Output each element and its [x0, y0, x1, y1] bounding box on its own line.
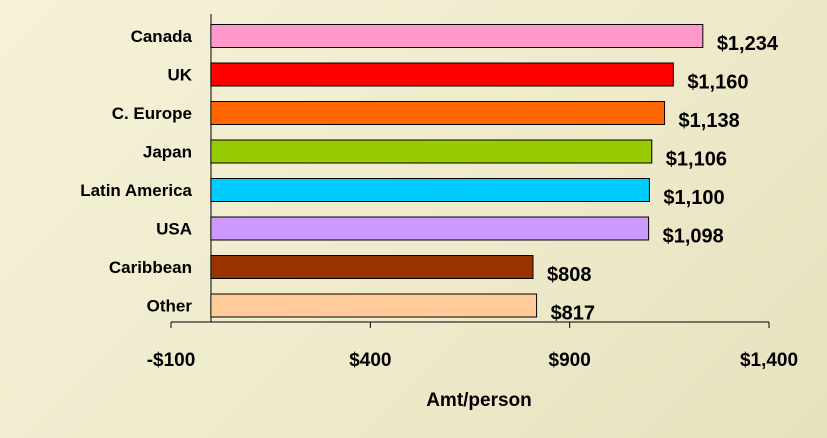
- category-label: C. Europe: [112, 104, 192, 123]
- category-label: Japan: [143, 143, 192, 162]
- bar: [210, 62, 674, 87]
- x-tick-label: $400: [349, 350, 391, 371]
- bar: [210, 178, 650, 202]
- x-axis-title: Amt/person: [426, 390, 532, 411]
- value-label: $1,100: [663, 187, 724, 209]
- category-label: UK: [167, 66, 192, 85]
- bar: [210, 101, 666, 125]
- bar: [210, 24, 704, 48]
- value-label: $1,138: [679, 110, 740, 132]
- category-label: Other: [147, 297, 193, 316]
- category-label: Latin America: [80, 181, 192, 200]
- axis-layer: [170, 14, 770, 328]
- x-tick-label: $900: [549, 350, 591, 371]
- bar: [210, 216, 650, 241]
- value-label: $817: [551, 303, 596, 325]
- bar: [210, 293, 538, 318]
- category-label: Caribbean: [109, 258, 192, 277]
- value-label: $1,160: [687, 72, 748, 94]
- value-label: $1,106: [666, 149, 727, 171]
- bar: [210, 139, 653, 164]
- x-tick-label: -$100: [147, 350, 196, 371]
- bar: [210, 255, 534, 279]
- labels-layer: -$100 $400 $900 $1,400 Canada $1,234 UK $1,160 C…: [80, 27, 798, 371]
- category-label: USA: [156, 220, 192, 239]
- value-label: $808: [547, 264, 592, 286]
- value-label: $1,234: [717, 33, 779, 55]
- x-tick-label: $1,400: [740, 350, 798, 371]
- category-label: Canada: [131, 27, 193, 46]
- bars-layer: [210, 24, 704, 318]
- value-label: $1,098: [663, 226, 724, 248]
